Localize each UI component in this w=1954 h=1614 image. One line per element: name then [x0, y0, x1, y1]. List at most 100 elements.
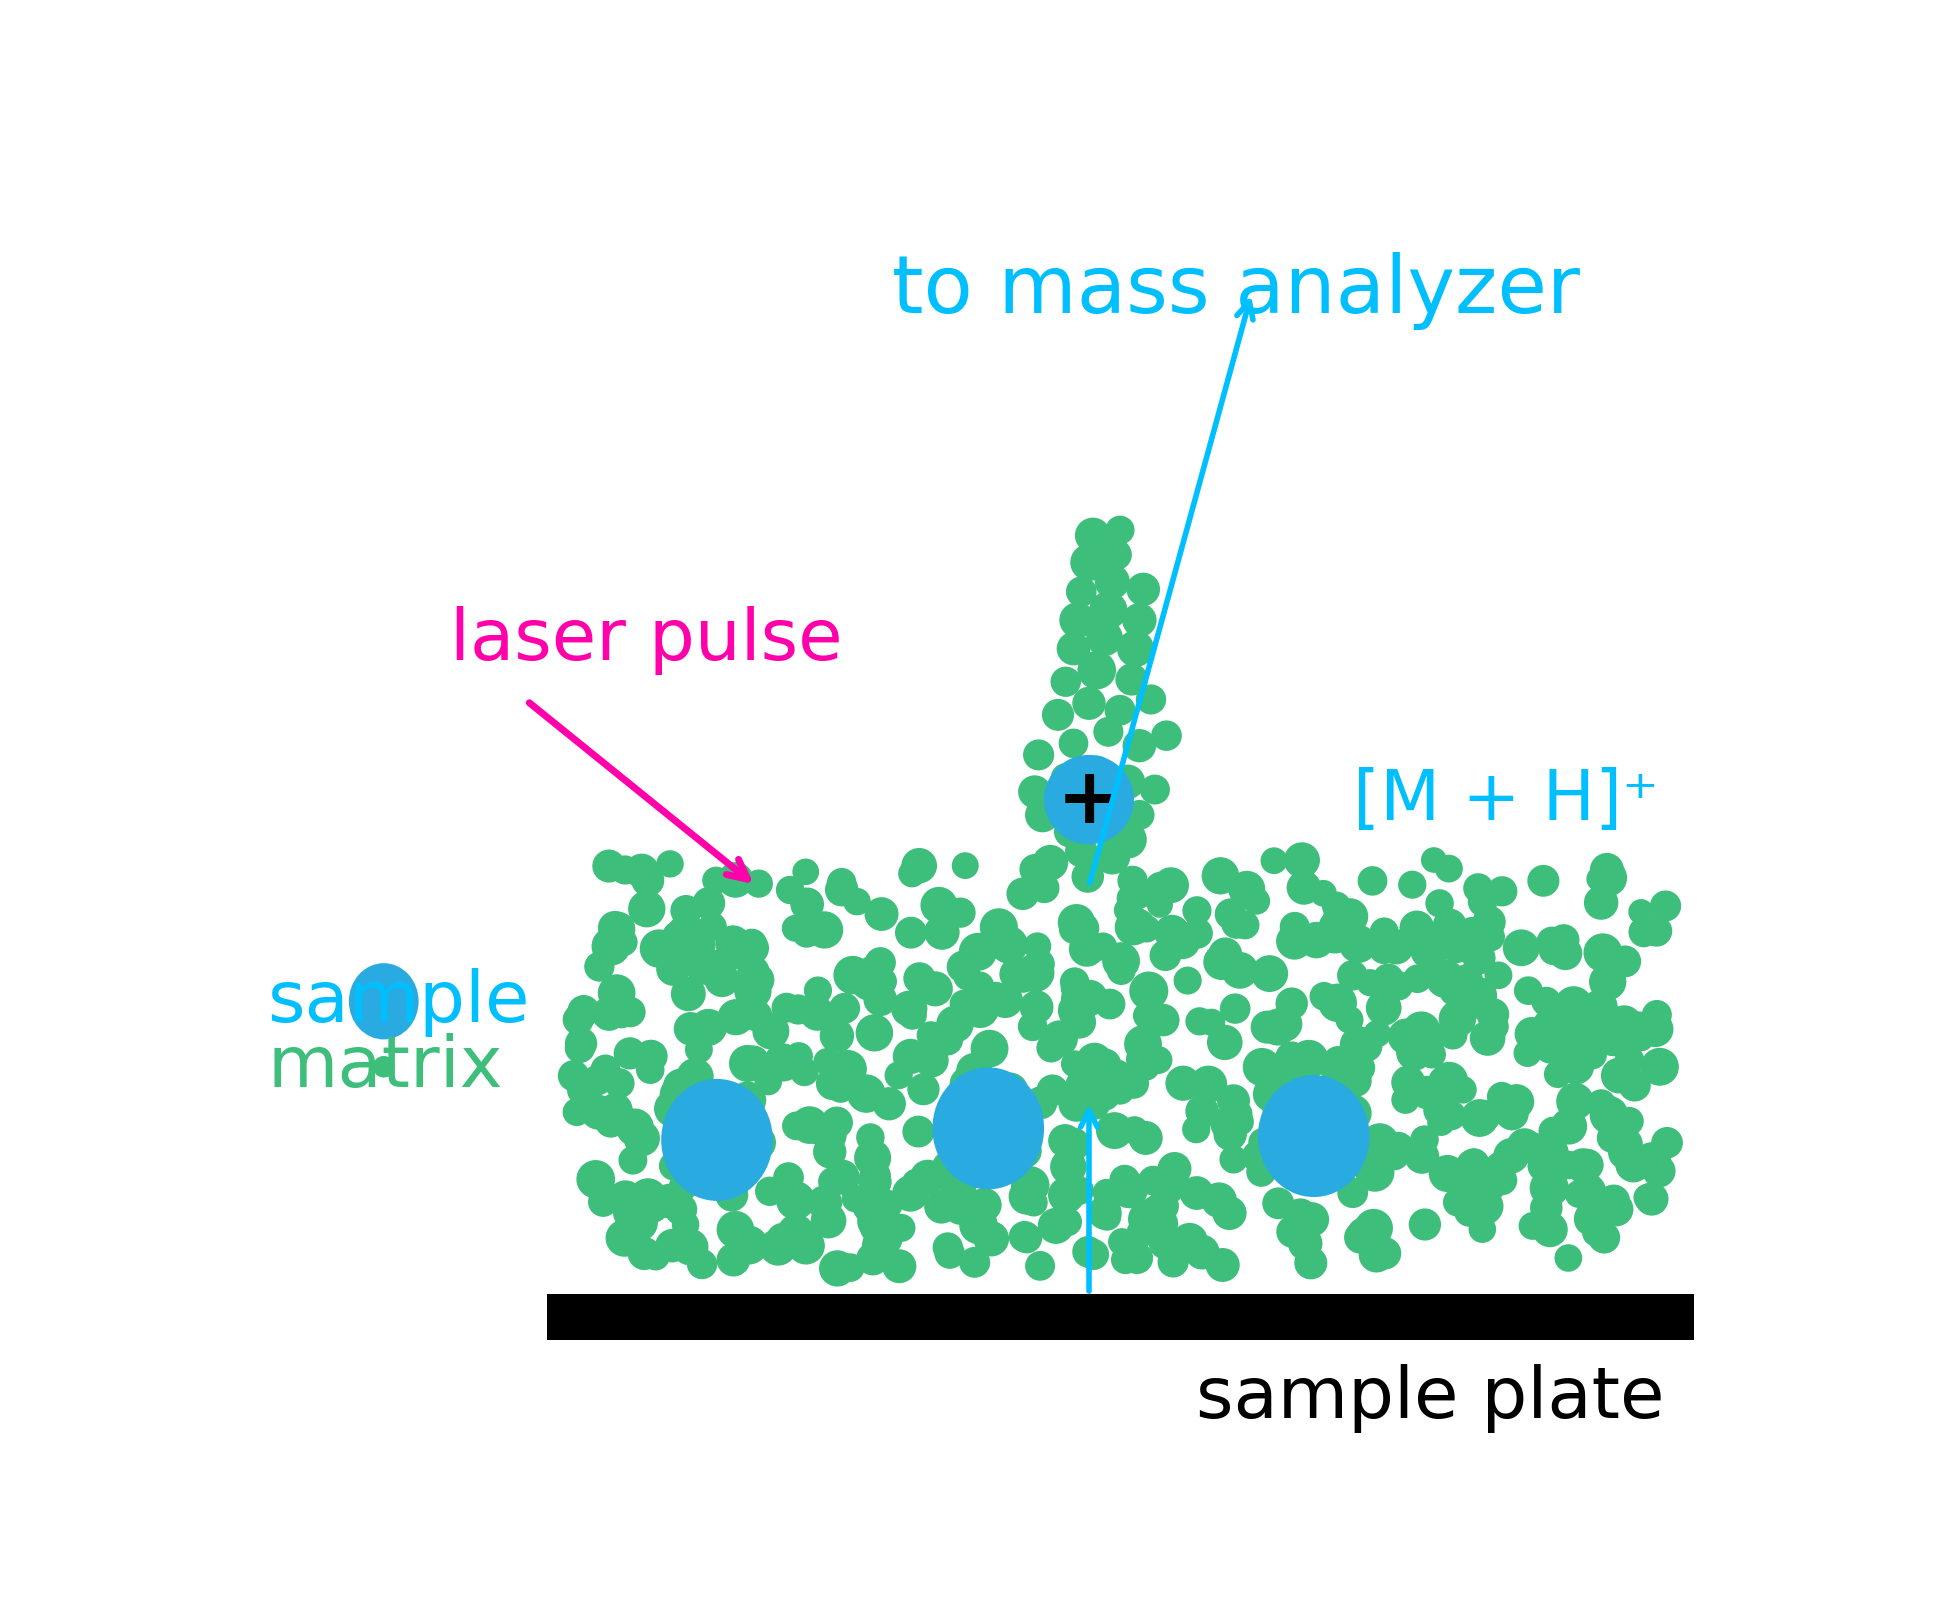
Ellipse shape — [1106, 516, 1135, 546]
Ellipse shape — [903, 962, 936, 994]
Ellipse shape — [1024, 949, 1055, 980]
Ellipse shape — [1139, 876, 1174, 910]
Ellipse shape — [1110, 1172, 1149, 1209]
Ellipse shape — [932, 1233, 963, 1262]
Ellipse shape — [1616, 1107, 1643, 1136]
Ellipse shape — [1372, 964, 1405, 996]
Ellipse shape — [1411, 1125, 1438, 1154]
Ellipse shape — [1337, 1178, 1368, 1209]
Ellipse shape — [1606, 1006, 1641, 1041]
Ellipse shape — [729, 1081, 766, 1119]
Ellipse shape — [1278, 1060, 1309, 1091]
Ellipse shape — [1057, 904, 1094, 941]
Ellipse shape — [662, 920, 698, 955]
Ellipse shape — [1114, 909, 1151, 946]
Ellipse shape — [1006, 1135, 1041, 1169]
Ellipse shape — [653, 1185, 688, 1219]
Ellipse shape — [1467, 888, 1497, 917]
Ellipse shape — [920, 888, 957, 925]
Ellipse shape — [686, 949, 723, 985]
Ellipse shape — [1426, 1109, 1456, 1136]
Ellipse shape — [616, 997, 645, 1028]
Ellipse shape — [1243, 888, 1270, 915]
Ellipse shape — [1555, 1083, 1594, 1120]
Ellipse shape — [1565, 1149, 1600, 1183]
Ellipse shape — [1589, 1012, 1624, 1047]
Ellipse shape — [1557, 1049, 1594, 1085]
Ellipse shape — [864, 983, 897, 1017]
Ellipse shape — [760, 1228, 797, 1265]
Ellipse shape — [660, 1080, 772, 1201]
Ellipse shape — [1514, 1017, 1550, 1051]
Ellipse shape — [1454, 1164, 1489, 1198]
Ellipse shape — [1335, 1006, 1364, 1035]
Ellipse shape — [1284, 843, 1321, 878]
Ellipse shape — [1127, 1219, 1157, 1248]
Ellipse shape — [1102, 943, 1139, 980]
Ellipse shape — [1538, 1136, 1569, 1167]
Ellipse shape — [1127, 1201, 1167, 1238]
Ellipse shape — [819, 1018, 854, 1054]
Ellipse shape — [1008, 1178, 1045, 1215]
Ellipse shape — [789, 888, 825, 922]
Ellipse shape — [672, 1085, 711, 1123]
Ellipse shape — [610, 855, 639, 884]
Ellipse shape — [1309, 1114, 1337, 1143]
Ellipse shape — [1104, 1075, 1135, 1106]
Ellipse shape — [1090, 1081, 1120, 1110]
Ellipse shape — [1532, 988, 1561, 1017]
Ellipse shape — [1081, 807, 1112, 839]
Ellipse shape — [592, 997, 625, 1031]
Ellipse shape — [1182, 897, 1211, 925]
Ellipse shape — [1571, 1149, 1604, 1181]
Ellipse shape — [891, 991, 928, 1027]
Ellipse shape — [625, 854, 658, 889]
Ellipse shape — [705, 962, 741, 997]
Ellipse shape — [1186, 1094, 1219, 1128]
Ellipse shape — [819, 1251, 856, 1286]
Ellipse shape — [701, 1139, 739, 1175]
Text: sample plate: sample plate — [1196, 1364, 1665, 1433]
Ellipse shape — [991, 1073, 1028, 1110]
Ellipse shape — [1041, 1020, 1079, 1057]
Ellipse shape — [1528, 865, 1559, 897]
Ellipse shape — [1583, 935, 1622, 972]
Ellipse shape — [1126, 573, 1161, 607]
Ellipse shape — [1337, 960, 1368, 991]
Ellipse shape — [1157, 1246, 1188, 1278]
Ellipse shape — [860, 1212, 893, 1243]
Ellipse shape — [1139, 1165, 1168, 1196]
Ellipse shape — [1135, 684, 1167, 715]
Ellipse shape — [1403, 965, 1432, 994]
Ellipse shape — [1211, 1196, 1247, 1230]
Ellipse shape — [1047, 1125, 1083, 1157]
Ellipse shape — [1276, 1215, 1309, 1248]
Ellipse shape — [1071, 860, 1104, 893]
Ellipse shape — [1258, 1075, 1370, 1198]
Ellipse shape — [1118, 1068, 1149, 1099]
Ellipse shape — [1604, 1127, 1635, 1157]
Ellipse shape — [627, 1238, 660, 1270]
Ellipse shape — [614, 1038, 647, 1070]
Ellipse shape — [828, 993, 860, 1023]
Ellipse shape — [1186, 1007, 1213, 1036]
Ellipse shape — [1184, 1235, 1219, 1270]
Ellipse shape — [1118, 867, 1147, 896]
Ellipse shape — [858, 1165, 891, 1199]
Ellipse shape — [616, 1109, 655, 1146]
Ellipse shape — [1487, 876, 1518, 907]
Ellipse shape — [1049, 1149, 1086, 1185]
Ellipse shape — [741, 964, 774, 997]
Ellipse shape — [701, 1093, 735, 1128]
Ellipse shape — [754, 1177, 786, 1206]
Ellipse shape — [1587, 867, 1612, 893]
Ellipse shape — [1419, 1023, 1448, 1052]
Ellipse shape — [950, 991, 977, 1017]
Ellipse shape — [1589, 1222, 1620, 1254]
Ellipse shape — [774, 1162, 803, 1193]
Ellipse shape — [655, 1091, 692, 1128]
Ellipse shape — [825, 1160, 860, 1194]
Ellipse shape — [1120, 1117, 1149, 1144]
Ellipse shape — [350, 964, 418, 1039]
Ellipse shape — [944, 1190, 979, 1225]
